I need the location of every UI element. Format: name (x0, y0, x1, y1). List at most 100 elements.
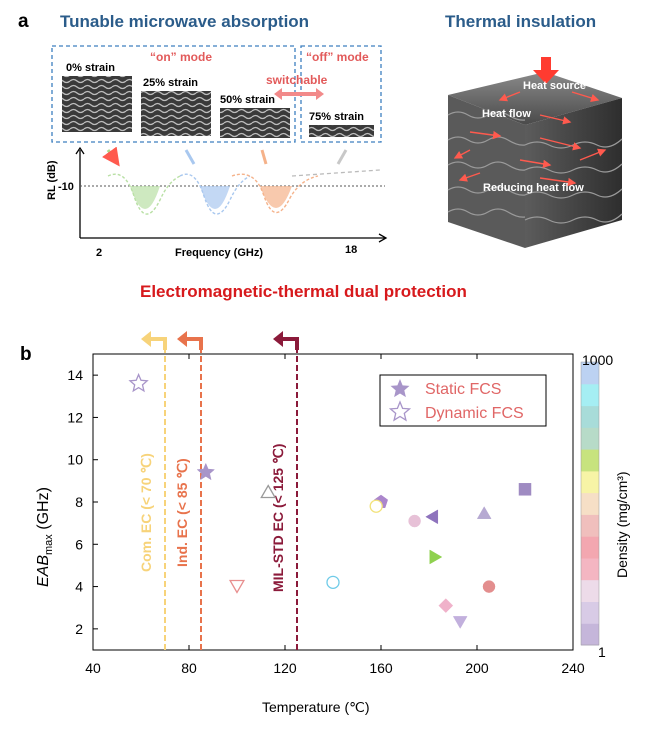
dynamic-point-4 (326, 575, 340, 589)
legend: Static FCS Dynamic FCS (379, 374, 547, 427)
rl-curve-green (107, 173, 181, 215)
ec-arrowhead-1 (177, 331, 187, 347)
sample-image-25 (141, 91, 211, 136)
strain-label-75: 75% strain (309, 111, 364, 123)
ec-arrow-1 (185, 337, 203, 350)
strain-label-25: 25% strain (143, 77, 198, 89)
arrow-orange (260, 149, 268, 165)
legend-dynamic-star-icon (388, 400, 412, 422)
arrow-gray (336, 149, 348, 165)
dynamic-point-3 (228, 579, 246, 594)
colorbar-segment-3 (581, 557, 599, 581)
static-point-6 (429, 549, 443, 565)
sample-image-75 (309, 125, 374, 137)
heat-arrows (453, 91, 607, 187)
cube-right (525, 98, 622, 248)
cube-left (448, 95, 525, 248)
colorbar-label: Density (mg/cm³) (614, 471, 630, 578)
panel-b: b Com. EC (< 70 ℃) Ind. EC (< 85 ℃) MIL-ST… (20, 331, 630, 715)
rl-ytick: -10 (58, 181, 74, 193)
static-point-0 (196, 462, 216, 481)
colorbar-segment-1 (581, 601, 599, 624)
reducing-heat-flow-label: Reducing heat flow (483, 182, 584, 194)
colorbar-min-label: 1 (598, 644, 606, 660)
ec-arrow-0 (149, 337, 167, 350)
x-tick-label: 120 (273, 660, 297, 676)
static-point-2 (518, 483, 532, 496)
thermal-cube: Heat source Heat flow Reducing heat flow (447, 57, 623, 248)
rl-fill-orange (260, 186, 292, 208)
heat-source-arrow (541, 57, 551, 71)
x-tick-label: 240 (561, 660, 585, 676)
y-tick-label: 2 (75, 621, 83, 637)
y-tick-label: 4 (75, 579, 83, 595)
rl-curve-orange (231, 173, 319, 214)
rl-fill-green (130, 186, 160, 209)
legend-dynamic-label: Dynamic FCS (425, 405, 524, 422)
on-mode-label: “on” mode (150, 50, 212, 64)
dynamic-point-0 (128, 372, 149, 393)
ec-label-0: Com. EC (< 70 ℃) (138, 453, 154, 572)
cube-top (448, 72, 622, 125)
off-mode-label: “off” mode (306, 50, 369, 64)
colorbar-max-label: 1000 (582, 352, 613, 368)
ec-label-2: MIL-STD EC (< 125 ℃) (270, 444, 286, 592)
rl-curve-gray (291, 169, 381, 177)
panel-b-label: b (20, 344, 32, 365)
rl-xmax: 18 (345, 244, 357, 256)
strain-label-50: 50% strain (220, 94, 275, 106)
static-point-9 (452, 616, 468, 629)
colorbar-segment-6 (581, 492, 599, 515)
ec-arrowhead-0 (141, 331, 151, 347)
colorbar-segment-0 (581, 623, 599, 646)
y-tick-label: 8 (75, 494, 83, 510)
rl-fill-blue (200, 186, 230, 209)
colorbar-frame (580, 361, 600, 646)
colorbar-segment-5 (581, 514, 599, 537)
panel-a: a Tunable microwave absorption Thermal i… (18, 11, 623, 301)
heat-source-label: Heat source (523, 80, 586, 92)
x-axis-label: Temperature (℃) (262, 699, 370, 715)
axis-ticks: 40 80 120 160 200 240 2 4 6 8 10 12 14 (67, 354, 585, 676)
y-tick-label: 6 (75, 536, 83, 552)
colorbar-segment-10 (581, 405, 599, 428)
static-point-4 (408, 514, 421, 528)
y-tick-label: 10 (67, 452, 83, 468)
y-tick-label: 12 (67, 409, 83, 425)
colorbar-segment-7 (581, 470, 599, 494)
rl-curve-blue (179, 173, 251, 215)
static-point-5 (425, 509, 439, 525)
legend-static-label: Static FCS (425, 381, 501, 398)
colorbar-segment-4 (581, 536, 599, 559)
arrow-blue (184, 149, 196, 165)
rl-xmin: 2 (96, 247, 102, 259)
colorbar-segment-9 (581, 427, 599, 450)
dynamic-point-2 (369, 499, 383, 513)
strain-label-0: 0% strain (66, 62, 115, 74)
static-point-8 (438, 598, 454, 613)
microwave-title: Tunable microwave absorption (60, 12, 309, 31)
x-tick-label: 40 (85, 660, 101, 676)
ec-lines: Com. EC (< 70 ℃) Ind. EC (< 85 ℃) MIL-STD … (138, 331, 299, 650)
thermal-title: Thermal insulation (445, 12, 596, 31)
colorbar-segment-8 (581, 449, 599, 472)
ec-arrow-2 (281, 337, 299, 350)
x-tick-label: 80 (181, 660, 197, 676)
panel-a-label: a (18, 11, 29, 32)
y-axis-label: EABmax (GHz) (35, 487, 55, 587)
sample-image-0 (62, 76, 132, 132)
ec-label-1: Ind. EC (< 85 ℃) (174, 458, 190, 567)
rl-plot: RL (dB) -10 2 18 Frequency (GHz) (46, 146, 388, 259)
static-point-7 (482, 580, 496, 593)
x-tick-label: 200 (465, 660, 489, 676)
dual-protection-title: Electromagnetic-thermal dual protection (140, 282, 467, 301)
static-point-3 (476, 506, 492, 519)
colorbar-segment-11 (581, 383, 599, 407)
rl-ylabel: RL (dB) (46, 160, 58, 200)
colorbar (580, 361, 600, 646)
rl-xlabel: Frequency (GHz) (175, 247, 263, 259)
ec-arrowhead-2 (273, 331, 283, 347)
data-points (128, 372, 532, 629)
heat-flow-label: Heat flow (482, 108, 531, 120)
